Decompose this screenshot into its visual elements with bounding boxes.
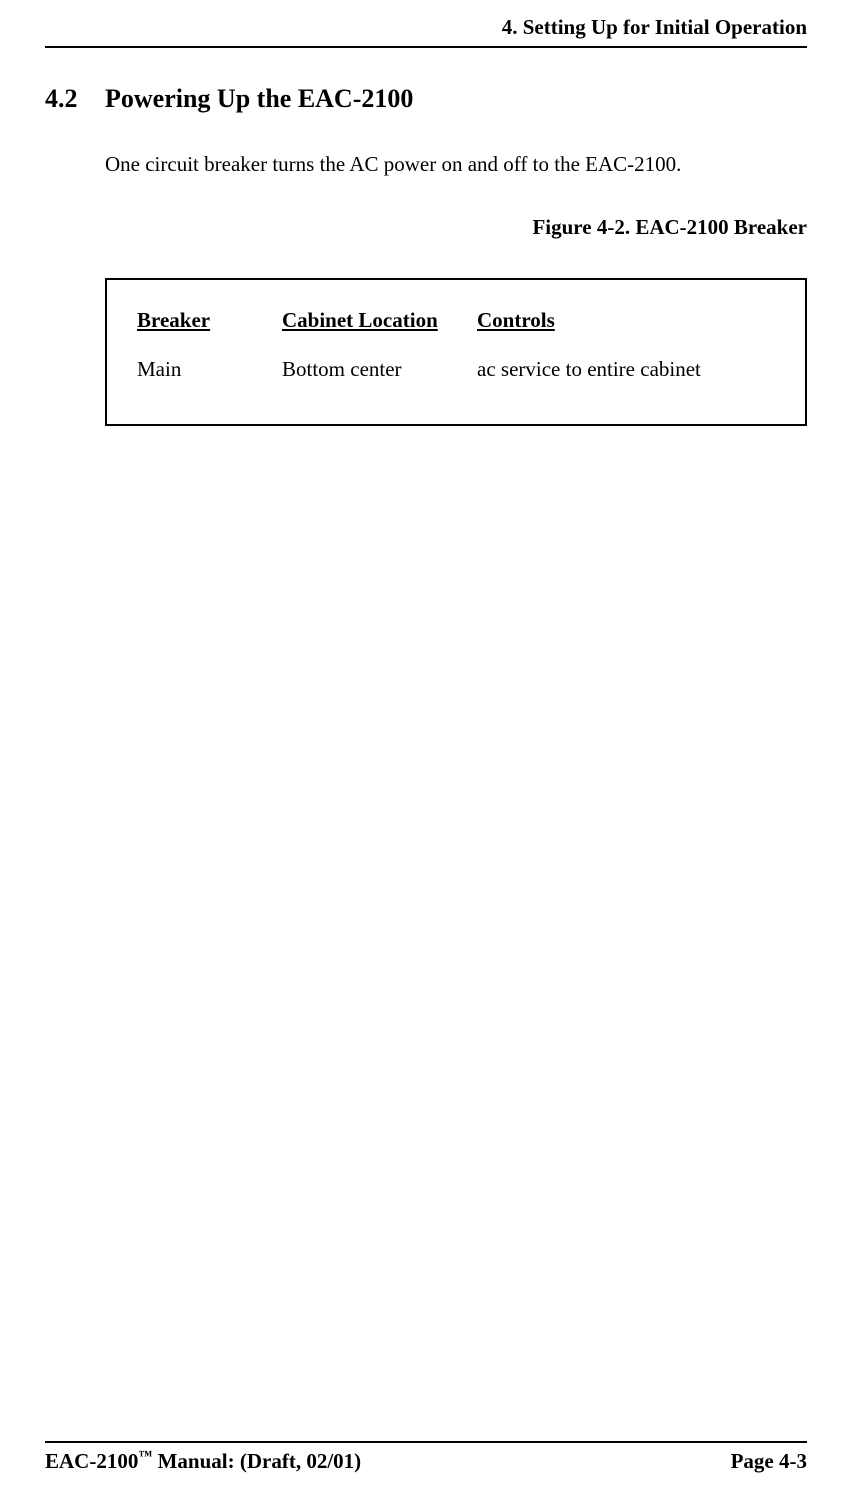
table-row: Main Bottom center ac service to entire … (137, 357, 775, 382)
header-rule (45, 46, 807, 48)
footer-row: EAC-2100™ Manual: (Draft, 02/01) Page 4-… (45, 1449, 807, 1474)
col-header-controls: Controls (477, 308, 775, 357)
footer-manual-label: EAC-2100™ Manual: (Draft, 02/01) (45, 1449, 361, 1474)
footer-manual-prefix: EAC-2100 (45, 1449, 138, 1473)
breaker-table: Breaker Cabinet Location Controls Main B… (137, 308, 775, 382)
footer-manual-suffix: Manual: (Draft, 02/01) (152, 1449, 361, 1473)
trademark-symbol: ™ (138, 1449, 152, 1464)
intro-paragraph: One circuit breaker turns the AC power o… (105, 152, 807, 177)
chapter-title: 4. Setting Up for Initial Operation (45, 15, 807, 40)
table-header-row: Breaker Cabinet Location Controls (137, 308, 775, 357)
page-header: 4. Setting Up for Initial Operation (45, 0, 807, 46)
figure-caption: Figure 4-2. EAC-2100 Breaker (105, 215, 807, 240)
body-content: One circuit breaker turns the AC power o… (105, 152, 807, 426)
cell-location: Bottom center (282, 357, 477, 382)
section-number: 4.2 (45, 84, 105, 114)
footer-rule (45, 1441, 807, 1443)
cell-controls: ac service to entire cabinet (477, 357, 775, 382)
section-heading: 4.2 Powering Up the EAC-2100 (45, 84, 807, 114)
footer-page-number: Page 4-3 (731, 1449, 807, 1474)
col-header-breaker: Breaker (137, 308, 282, 357)
section-title: Powering Up the EAC-2100 (105, 84, 413, 114)
breaker-table-box: Breaker Cabinet Location Controls Main B… (105, 278, 807, 426)
cell-breaker: Main (137, 357, 282, 382)
page-footer: EAC-2100™ Manual: (Draft, 02/01) Page 4-… (45, 1441, 807, 1474)
col-header-location: Cabinet Location (282, 308, 477, 357)
